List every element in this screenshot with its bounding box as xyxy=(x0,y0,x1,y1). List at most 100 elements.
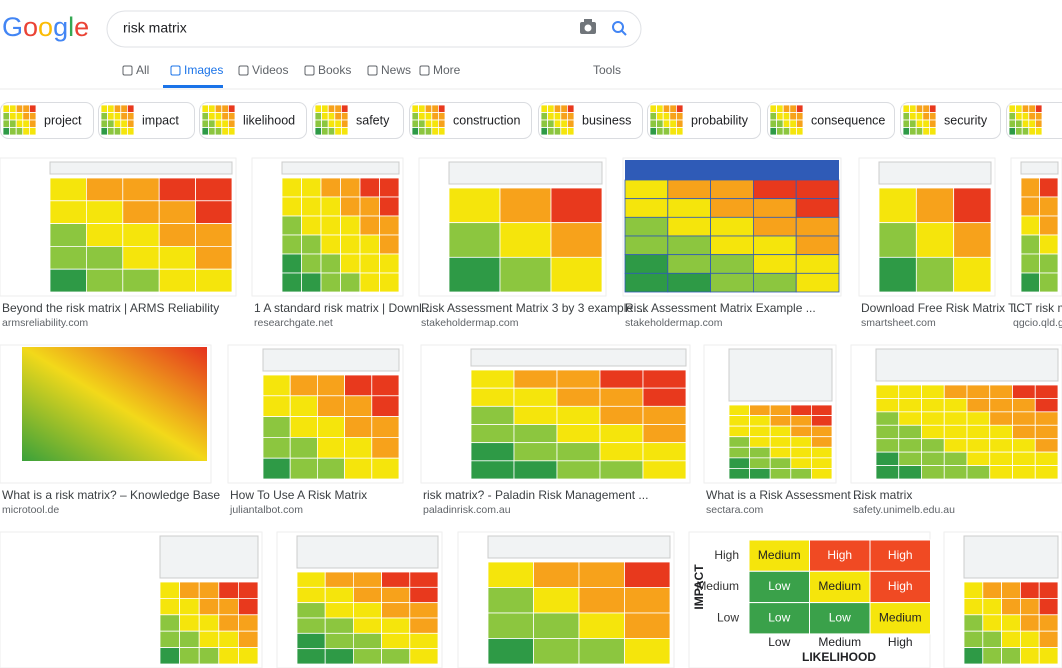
chip-label[interactable]: likelihood xyxy=(243,113,295,127)
thumb-cell xyxy=(49,245,87,270)
result-source[interactable]: juliantalbot.com xyxy=(229,504,303,516)
thumb-cell xyxy=(195,177,233,202)
chip-label[interactable]: construction xyxy=(453,113,520,127)
thumb-cell xyxy=(963,630,984,649)
chip-label[interactable]: security xyxy=(944,113,988,127)
thumb-cell xyxy=(470,369,515,389)
result-caption[interactable]: How To Use A Risk Matrix xyxy=(230,488,367,502)
thumb-cell xyxy=(1028,112,1036,121)
thumb-cell xyxy=(120,104,128,113)
result-source[interactable]: smartsheet.com xyxy=(861,317,936,329)
tab[interactable]: News xyxy=(381,63,411,77)
result-caption[interactable]: What is a Risk Assessment ... xyxy=(706,488,864,502)
chip-label[interactable]: consequence xyxy=(811,113,885,127)
result-source[interactable]: microtool.de xyxy=(2,504,59,516)
result-source[interactable]: stakeholdermap.com xyxy=(421,317,519,329)
thumb-cell xyxy=(327,104,336,113)
result-caption[interactable]: Risk Assessment Matrix Example ... xyxy=(625,301,816,315)
result-caption[interactable]: 1 A standard risk matrix | Downl... xyxy=(254,301,432,315)
thumb-cell xyxy=(107,119,115,128)
thumb-cell xyxy=(379,215,400,236)
result-caption[interactable]: ICT risk ma... xyxy=(1013,301,1062,315)
result-caption[interactable]: Risk matrix xyxy=(853,488,912,502)
thumb-cell xyxy=(411,119,419,128)
tab[interactable]: Images xyxy=(184,63,223,77)
result-source[interactable]: armsreliability.com xyxy=(2,317,88,329)
thumb-cell xyxy=(921,438,945,453)
thumb-cell xyxy=(424,104,433,113)
thumb-cell xyxy=(624,254,669,274)
result-source[interactable]: researchgate.net xyxy=(254,317,333,329)
thumb-cell xyxy=(599,369,644,389)
thumb-cell xyxy=(122,223,160,247)
thumb-cell xyxy=(728,404,751,416)
tools[interactable]: Tools xyxy=(593,63,621,77)
thumb-cell xyxy=(122,245,160,270)
thumb-cell xyxy=(989,451,1013,466)
matrix-row-label: Low xyxy=(717,610,739,624)
result-source[interactable]: stakeholdermap.com xyxy=(625,317,723,329)
result-caption[interactable]: What is a risk matrix? – Knowledge Base xyxy=(2,488,220,502)
tab[interactable]: Books xyxy=(318,63,351,77)
thumb-cell xyxy=(921,411,945,426)
search-icon[interactable] xyxy=(612,21,627,36)
result-source[interactable]: paladinrisk.com.au xyxy=(423,504,511,516)
thumb-cell xyxy=(158,223,196,247)
thumb-cell xyxy=(281,272,302,293)
thumb-cell xyxy=(301,272,322,293)
chip-label[interactable]: impact xyxy=(142,113,179,127)
thumb-cell xyxy=(321,112,329,121)
matrix-cell-label: High xyxy=(888,579,913,593)
result-caption[interactable]: Download Free Risk Matrix T... xyxy=(861,301,1024,315)
result-source[interactable]: qgcio.qld.go... xyxy=(1013,317,1062,329)
thumb-cell xyxy=(769,436,792,448)
thumb-cell xyxy=(227,119,236,128)
thumb-cell xyxy=(753,272,797,293)
thumb-cell xyxy=(922,119,930,128)
thumb-cell xyxy=(560,127,568,136)
thumb-cell xyxy=(963,581,984,599)
thumb-cell xyxy=(359,272,380,293)
camera-icon[interactable] xyxy=(580,19,596,34)
result-caption[interactable]: Beyond the risk matrix | ARMS Reliabilit… xyxy=(2,301,219,315)
thumb-cell xyxy=(749,457,771,469)
thumb-cell xyxy=(314,119,322,128)
result-source[interactable]: sectara.com xyxy=(706,504,763,516)
chip-label[interactable]: safety xyxy=(356,113,390,127)
chip-label[interactable]: probability xyxy=(691,113,749,127)
result-caption[interactable]: Risk Assessment Matrix 3 by 3 example ..… xyxy=(421,301,646,315)
thumb-cell xyxy=(943,424,968,440)
tab[interactable]: More xyxy=(433,63,461,77)
thumb-cell xyxy=(227,112,236,121)
thumb-cell xyxy=(915,256,955,293)
chip-label[interactable]: business xyxy=(582,113,631,127)
thumb-cell xyxy=(418,112,426,121)
tab[interactable]: All xyxy=(136,63,149,77)
thumb-cell xyxy=(344,457,373,480)
thumb-cell xyxy=(409,632,439,650)
search-query[interactable]: risk matrix xyxy=(123,20,187,36)
thumb-cell xyxy=(198,630,220,649)
thumb-cell xyxy=(334,127,342,136)
thumb-cell xyxy=(656,112,664,121)
matrix-cell xyxy=(748,539,810,572)
thumb-cell xyxy=(710,198,754,218)
chip-label[interactable]: project xyxy=(44,113,82,127)
thumb-cell xyxy=(811,404,833,416)
thumb-cell xyxy=(340,215,361,236)
thumb-cell xyxy=(642,369,687,389)
thumb-cell xyxy=(100,119,108,128)
thumb-cell xyxy=(989,438,1013,453)
thumb-cell xyxy=(710,254,754,274)
logo[interactable]: Google xyxy=(2,12,89,42)
thumb-cell xyxy=(195,200,233,225)
matrix-axis-x: LIKELIHOOD xyxy=(802,650,876,664)
tab[interactable]: Videos xyxy=(252,63,288,77)
thumb-cell xyxy=(676,104,684,113)
thumb-cell xyxy=(214,112,223,121)
thumb-cell xyxy=(9,127,17,136)
result-source[interactable]: safety.unimelb.edu.au xyxy=(853,504,955,516)
result-caption[interactable]: risk matrix? - Paladin Risk Management .… xyxy=(423,488,648,502)
search-box[interactable] xyxy=(106,10,642,48)
thumb-cell xyxy=(324,617,354,634)
